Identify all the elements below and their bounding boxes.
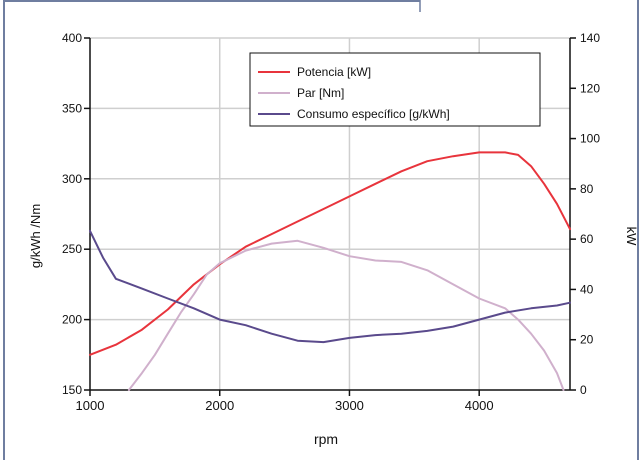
legend: Potencia [kW] Par [Nm] Consumo específico … [249, 52, 541, 127]
legend-entry-par: Par [Nm] [297, 86, 344, 100]
x-tick-label: 2000 [205, 398, 234, 413]
y-right-tick-label: 60 [580, 232, 594, 246]
y-left-tick-label: 300 [62, 172, 82, 186]
legend-entry-potencia: Potencia [kW] [297, 65, 371, 79]
y-right-tick-label: 20 [580, 333, 594, 347]
y-left-tick-label: 200 [62, 313, 82, 327]
y-right-tick-label: 120 [580, 81, 600, 95]
axes [84, 37, 576, 396]
y-left-tick-label: 150 [62, 383, 82, 397]
x-tick-label: 3000 [335, 398, 364, 413]
y-right-tick-label: 40 [580, 282, 594, 296]
y-right-tick-label: 80 [580, 182, 594, 196]
y-right-tick-label: 0 [580, 383, 587, 397]
y-axis-right-label: kW [624, 227, 639, 247]
y-left-tick-label: 350 [62, 101, 82, 115]
series-line-par [127, 239, 565, 391]
series-lines [89, 151, 571, 391]
y-axis-left-label: g/kWh /Nm [28, 204, 43, 268]
y-left-tick-label: 250 [62, 242, 82, 256]
tick-labels: 1000 2000 3000 4000150200250300350400020406… [62, 31, 600, 413]
y-right-tick-label: 140 [580, 31, 600, 45]
series-line-consumo [89, 229, 571, 344]
y-right-tick-label: 100 [580, 132, 600, 146]
x-axis-label: rpm [314, 431, 338, 447]
series-line-potencia [89, 151, 571, 356]
legend-box [249, 52, 541, 127]
y-left-tick-label: 400 [62, 31, 82, 45]
x-tick-label: 1000 [76, 398, 105, 413]
x-tick-label: 4000 [465, 398, 494, 413]
legend-entry-consumo: Consumo específico [g/kWh] [297, 107, 450, 121]
